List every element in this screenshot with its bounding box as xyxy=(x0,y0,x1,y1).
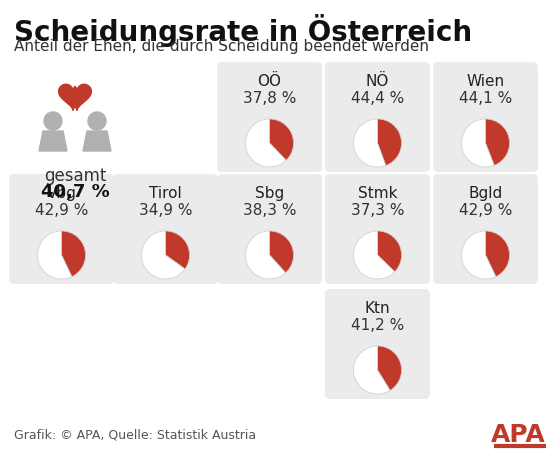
Text: 44,4 %: 44,4 % xyxy=(351,91,404,106)
Wedge shape xyxy=(461,231,496,279)
FancyBboxPatch shape xyxy=(325,289,430,399)
Text: Scheidungsrate in Österreich: Scheidungsrate in Österreich xyxy=(14,14,472,47)
Wedge shape xyxy=(37,231,72,279)
Wedge shape xyxy=(270,231,294,273)
Text: Wien: Wien xyxy=(466,74,504,89)
Text: 37,8 %: 37,8 % xyxy=(243,91,296,106)
FancyBboxPatch shape xyxy=(217,174,322,284)
Text: 40,7 %: 40,7 % xyxy=(41,183,109,201)
Wedge shape xyxy=(246,119,286,167)
FancyBboxPatch shape xyxy=(433,62,538,172)
Wedge shape xyxy=(166,231,190,269)
Wedge shape xyxy=(270,119,294,160)
Text: 34,9 %: 34,9 % xyxy=(139,203,193,218)
Circle shape xyxy=(44,112,62,130)
Text: Stmk: Stmk xyxy=(358,186,397,201)
FancyBboxPatch shape xyxy=(325,174,430,284)
Wedge shape xyxy=(378,119,402,165)
Wedge shape xyxy=(378,231,402,272)
Text: NÖ: NÖ xyxy=(366,74,389,89)
Polygon shape xyxy=(83,131,111,151)
Polygon shape xyxy=(75,84,92,110)
Text: Grafik: © APA, Quelle: Statistik Austria: Grafik: © APA, Quelle: Statistik Austria xyxy=(14,428,256,441)
Text: gesamt: gesamt xyxy=(44,167,106,185)
Wedge shape xyxy=(61,231,85,276)
Text: OÖ: OÖ xyxy=(257,74,281,89)
Wedge shape xyxy=(461,119,494,167)
Wedge shape xyxy=(378,346,402,390)
FancyBboxPatch shape xyxy=(113,174,218,284)
Polygon shape xyxy=(39,131,67,151)
Text: Sbg: Sbg xyxy=(255,186,284,201)
Polygon shape xyxy=(59,84,75,110)
FancyBboxPatch shape xyxy=(217,62,322,172)
Text: 42,9 %: 42,9 % xyxy=(459,203,512,218)
Text: 37,3 %: 37,3 % xyxy=(351,203,404,218)
Text: APA: APA xyxy=(491,423,546,447)
Circle shape xyxy=(88,112,106,130)
Wedge shape xyxy=(485,231,509,276)
Text: Tirol: Tirol xyxy=(149,186,182,201)
Text: 41,2 %: 41,2 % xyxy=(351,318,404,333)
FancyBboxPatch shape xyxy=(325,62,430,172)
Wedge shape xyxy=(485,119,509,165)
Text: Anteil der Ehen, die durch Scheidung beendet werden: Anteil der Ehen, die durch Scheidung bee… xyxy=(14,39,429,54)
Text: 42,9 %: 42,9 % xyxy=(35,203,88,218)
Text: Vbg: Vbg xyxy=(46,186,76,201)
Wedge shape xyxy=(142,231,185,279)
Wedge shape xyxy=(246,231,286,279)
Text: 38,3 %: 38,3 % xyxy=(243,203,296,218)
Text: 44,1 %: 44,1 % xyxy=(459,91,512,106)
FancyBboxPatch shape xyxy=(433,174,538,284)
FancyBboxPatch shape xyxy=(9,174,114,284)
Wedge shape xyxy=(354,119,386,167)
Text: Bgld: Bgld xyxy=(468,186,503,201)
Wedge shape xyxy=(354,346,390,394)
Wedge shape xyxy=(354,231,395,279)
Text: Ktn: Ktn xyxy=(365,301,390,316)
